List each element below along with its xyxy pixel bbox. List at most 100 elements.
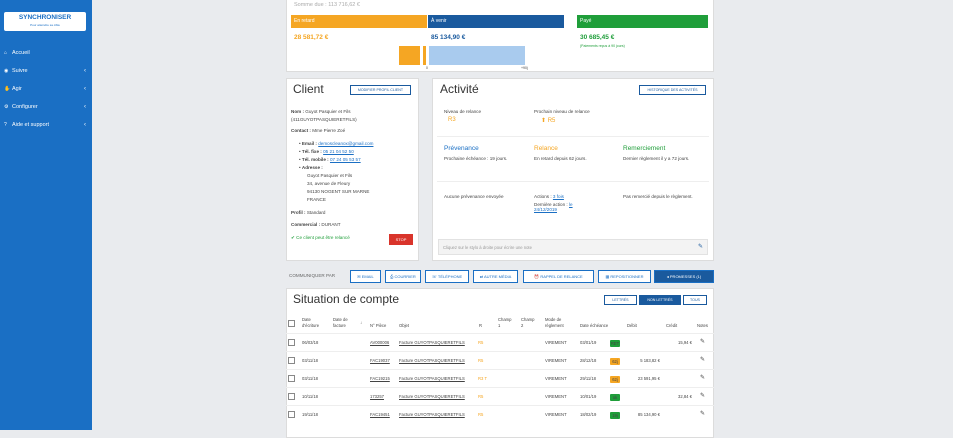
sidebar-item-label: Configurer bbox=[12, 104, 38, 110]
cell-piece[interactable]: AV000006 bbox=[370, 340, 390, 345]
col-date-facture[interactable]: Date de facture bbox=[333, 317, 348, 328]
late-value: 28 581,72 € bbox=[294, 34, 329, 41]
mobile-phone-link[interactable]: 07 24 05 53 57 bbox=[329, 157, 361, 162]
col-champ1[interactable]: Champ 1 bbox=[498, 317, 512, 328]
cell-objet[interactable]: Facture GUYOTPASQUIERETFILS bbox=[399, 394, 465, 399]
cell-mode: VIREMENT bbox=[545, 412, 567, 417]
promesses-button[interactable]: ◂ PROMESSES (1) bbox=[654, 270, 714, 283]
select-all-checkbox[interactable] bbox=[288, 320, 295, 327]
col-date-ecriture[interactable]: Date d'écriture bbox=[302, 317, 320, 328]
repositionner-button-label: REPOSITIONNER bbox=[610, 274, 644, 279]
cell-mode: VIREMENT bbox=[545, 340, 567, 345]
cell-objet[interactable]: Facture GUYOTPASQUIERETFILS bbox=[399, 340, 465, 345]
row-checkbox[interactable] bbox=[288, 339, 295, 346]
col-objet[interactable]: Objet bbox=[399, 323, 410, 328]
email-button[interactable]: ✉ EMAIL bbox=[350, 270, 381, 283]
table-row[interactable]: 06/03/18 AV000006 Facture GUYOTPASQUIERETF… bbox=[286, 333, 714, 351]
col-piece[interactable]: N° Pièce bbox=[370, 323, 387, 328]
row-checkbox[interactable] bbox=[288, 357, 295, 364]
edit-client-button[interactable]: MODIFIER PROFIL CLIENT bbox=[350, 85, 411, 95]
cell-piece[interactable]: FAC19451 bbox=[370, 412, 390, 417]
note-field[interactable]: Cliquez sur le stylo à droite pour écrir… bbox=[438, 239, 708, 255]
non-lettres-button[interactable]: NON LETTRÉS bbox=[639, 295, 681, 305]
cell-echeance: 29/11/18 bbox=[580, 376, 596, 381]
cell-date: 06/03/18 bbox=[302, 340, 319, 345]
home-icon: ⌂ bbox=[4, 50, 8, 56]
divider bbox=[437, 181, 709, 182]
table-row[interactable]: 03/11/18 FAC19215 Facture GUYOTPASQUIERETF… bbox=[286, 369, 714, 387]
table-row[interactable]: 10/11/18 173257 Facture GUYOTPASQUIERETFIL… bbox=[286, 387, 714, 405]
actions-line: Actions : 3 fois bbox=[534, 194, 564, 199]
contact-line: Contact : Mme Pierre Zoé bbox=[291, 128, 345, 133]
account-title: Situation de compte bbox=[293, 292, 400, 306]
actions-link[interactable]: 3 fois bbox=[552, 194, 564, 199]
row-checkbox[interactable] bbox=[288, 393, 295, 400]
cell-r: R5 bbox=[478, 412, 484, 417]
sidebar-item-configurer[interactable]: ⚙ Configurer ‹ bbox=[4, 101, 88, 113]
pencil-icon[interactable]: ✎ bbox=[697, 244, 703, 250]
col-credit[interactable]: Crédit bbox=[666, 323, 678, 328]
pencil-icon[interactable]: ✎ bbox=[700, 375, 706, 381]
pencil-icon[interactable]: ✎ bbox=[700, 411, 706, 417]
pencil-icon[interactable]: ✎ bbox=[700, 339, 706, 345]
autre-media-button-label: AUTRE MÉDIA bbox=[483, 274, 512, 279]
col-notes[interactable]: Notes bbox=[697, 323, 708, 328]
chevron-left-icon: ‹ bbox=[84, 86, 86, 92]
status-badge: 62j bbox=[610, 358, 620, 365]
col-debit[interactable]: Débit bbox=[627, 323, 637, 328]
repositionner-button[interactable]: ▦ REPOSITIONNER bbox=[598, 270, 651, 283]
late-label: En retard bbox=[294, 18, 315, 24]
cell-piece[interactable]: FAC19215 bbox=[370, 376, 390, 381]
sidebar-item-aide[interactable]: ? Aide et support ‹ bbox=[4, 119, 88, 131]
pencil-icon[interactable]: ✎ bbox=[700, 357, 706, 363]
activity-history-button[interactable]: HISTORIQUE DES ACTIVITÉS bbox=[639, 85, 706, 95]
sidebar-item-accueil[interactable]: ⌂ Accueil bbox=[4, 47, 88, 59]
col-champ2[interactable]: Champ 2 bbox=[521, 317, 535, 328]
lettres-button[interactable]: LETTRÉS bbox=[604, 295, 637, 305]
next-level-value: R5 bbox=[547, 118, 556, 124]
col-echeance[interactable]: Date échéance bbox=[580, 323, 609, 328]
sort-icon[interactable]: ↓ bbox=[360, 320, 363, 325]
cell-objet[interactable]: Facture GUYOTPASQUIERETFILS bbox=[399, 358, 465, 363]
chevron-left-icon: ‹ bbox=[84, 104, 86, 110]
sidebar-item-agir[interactable]: ✋ Agir ‹ bbox=[4, 83, 88, 95]
rappel-relance-button[interactable]: ⏰ RAPPEL DE RELANCE bbox=[523, 270, 594, 283]
app-logo[interactable]: SYNCHRONISER Pour atteindre sa cible bbox=[4, 12, 86, 31]
status-badge: 19j bbox=[610, 412, 620, 419]
last-action-link[interactable]: le 24/12/2019 bbox=[534, 202, 573, 212]
logo-subtitle: Pour atteindre sa cible bbox=[30, 23, 60, 27]
cell-piece[interactable]: 173257 bbox=[370, 394, 384, 399]
pencil-icon[interactable]: ✎ bbox=[700, 393, 706, 399]
fixed-label: Tél. fixe : bbox=[301, 149, 322, 154]
contact-value: Mme Pierre Zoé bbox=[312, 128, 346, 133]
email-link[interactable]: demoscleanox@gmail.com bbox=[318, 141, 374, 146]
commercial-value: DURANT bbox=[321, 222, 341, 227]
col-mode[interactable]: Mode de règlement bbox=[545, 317, 564, 328]
cell-objet[interactable]: Facture GUYOTPASQUIERETFILS bbox=[399, 376, 465, 381]
fixed-phone-link[interactable]: 05 21 04 52 50 bbox=[323, 149, 354, 154]
help-icon: ? bbox=[4, 122, 7, 128]
relance-ok-line: ✔ Ce client peut être relancé bbox=[291, 235, 350, 241]
col-r[interactable]: R bbox=[479, 323, 483, 328]
cell-piece[interactable]: FAC19037 bbox=[370, 358, 390, 363]
prevenance-text: Prochaine échéance : 19 jours. bbox=[444, 156, 508, 161]
paid-note: (Paiements reçus à 90 jours) bbox=[580, 44, 625, 48]
table-row[interactable]: 19/11/18 FAC19451 Facture GUYOTPASQUIERETF… bbox=[286, 405, 714, 423]
arrow-up-icon: ⬆ bbox=[541, 118, 547, 124]
client-name-line: Nom : Guyot Pasquier et Fils bbox=[291, 109, 351, 114]
cell-objet[interactable]: Facture GUYOTPASQUIERETFILS bbox=[399, 412, 465, 417]
stop-button[interactable]: STOP bbox=[389, 234, 413, 245]
table-row[interactable]: 03/11/18 FAC19037 Facture GUYOTPASQUIERETF… bbox=[286, 351, 714, 369]
row-checkbox[interactable] bbox=[288, 411, 295, 418]
level-label: Niveau de relance bbox=[444, 109, 482, 114]
sidebar-item-suivre[interactable]: ◉ Suivre ‹ bbox=[4, 65, 88, 77]
courrier-button[interactable]: ⎙ COURRIER bbox=[385, 270, 421, 283]
tous-button[interactable]: TOUS bbox=[683, 295, 707, 305]
tocome-label: À venir bbox=[431, 18, 447, 24]
autre-media-button[interactable]: ⇄ AUTRE MÉDIA bbox=[473, 270, 518, 283]
tocome-header: À venir bbox=[428, 15, 564, 28]
row-checkbox[interactable] bbox=[288, 375, 295, 382]
telephone-button[interactable]: ☏ TÉLÉPHONE bbox=[425, 270, 469, 283]
cell-date: 10/11/18 bbox=[302, 394, 318, 399]
communicate-label: COMMUNIQUER PAR bbox=[289, 273, 336, 278]
